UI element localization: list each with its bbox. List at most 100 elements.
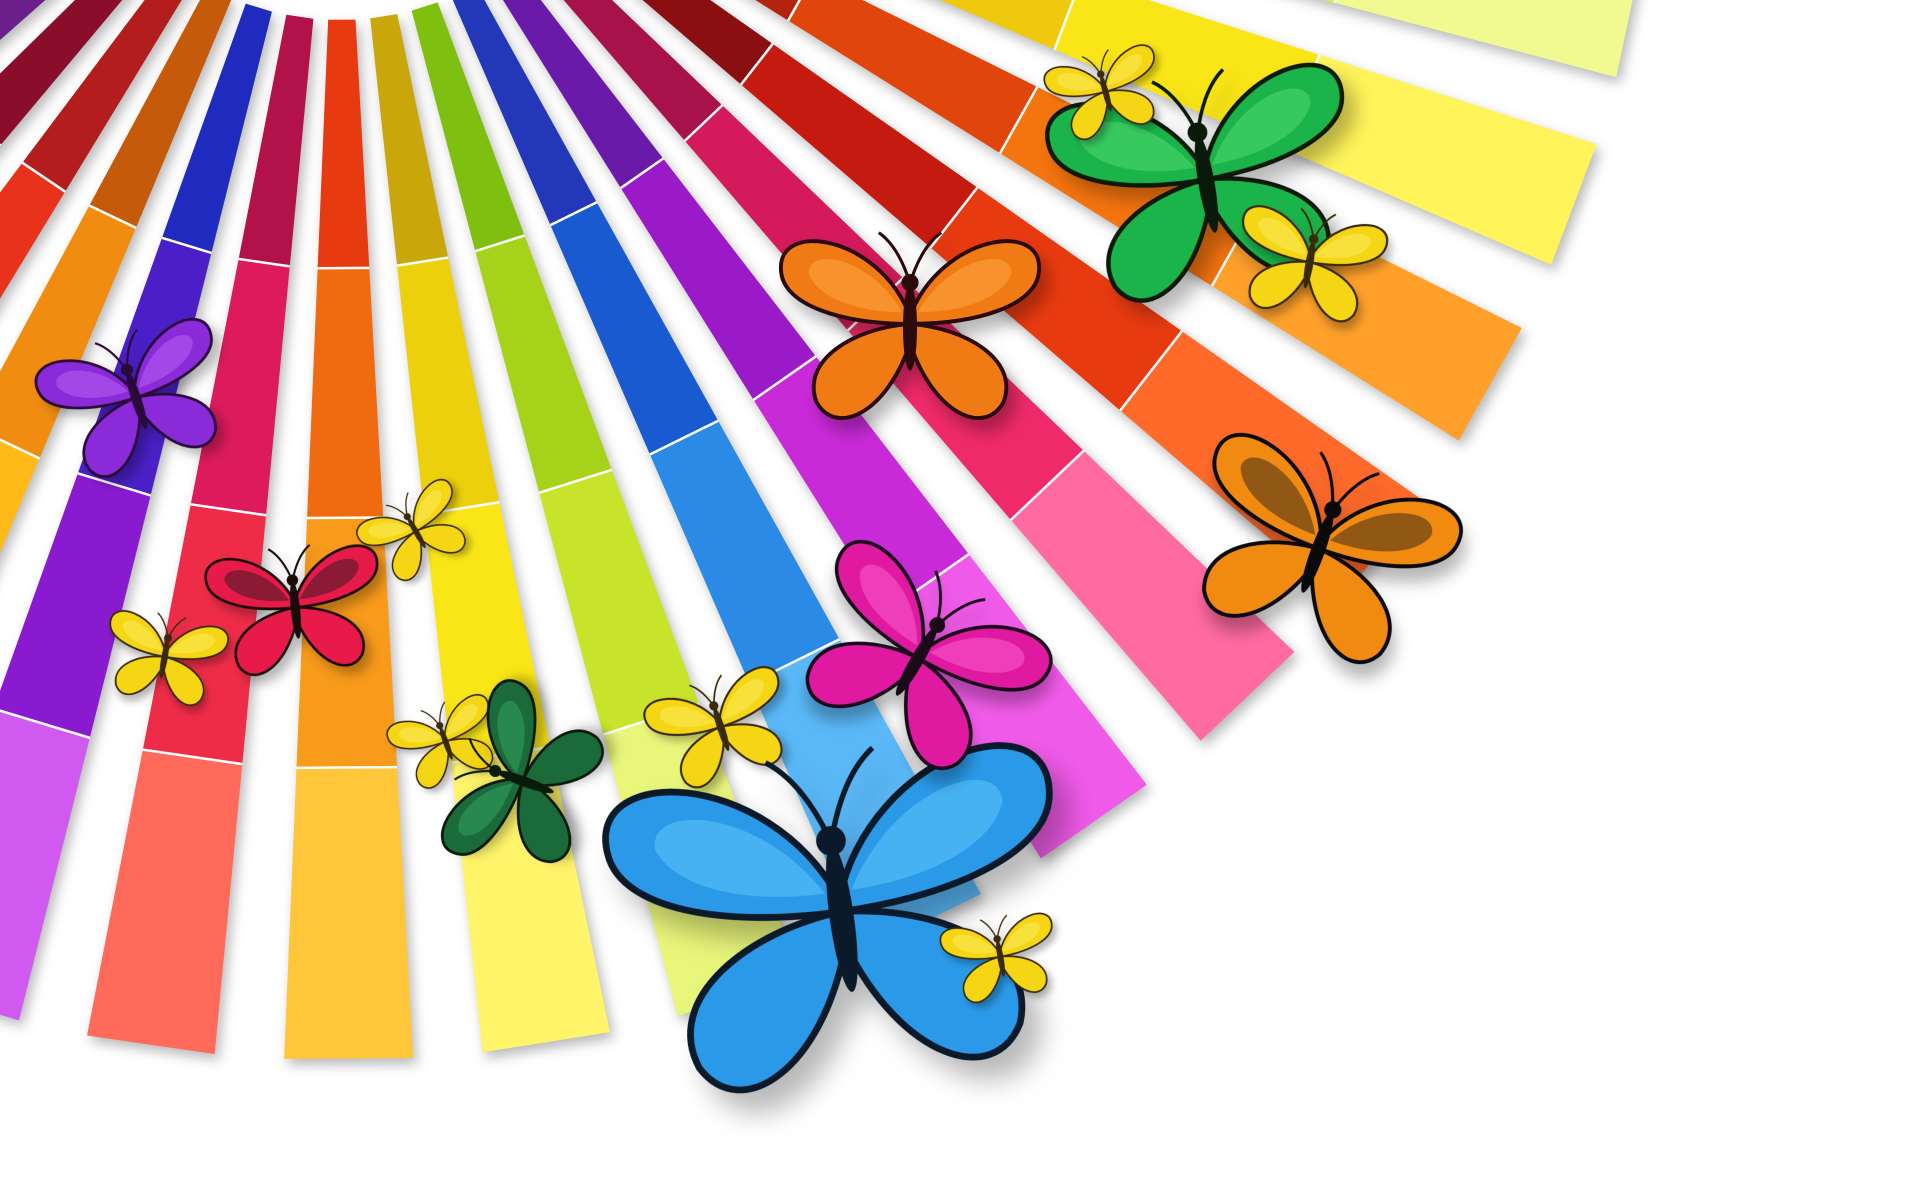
swatch-block xyxy=(317,19,370,270)
swatch-block xyxy=(1285,55,1597,265)
butterfly-wing xyxy=(1306,260,1359,323)
butterfly-red-small xyxy=(204,544,379,677)
butterfly-antenna xyxy=(1081,56,1100,73)
butterfly-wing xyxy=(1201,62,1345,183)
butterfly-yellow-4 xyxy=(643,666,783,789)
butterfly-head xyxy=(1308,234,1319,245)
butterfly-head xyxy=(709,701,719,711)
butterfly-wing xyxy=(109,610,167,658)
swatch-block xyxy=(502,0,664,190)
butterfly-purple xyxy=(34,317,217,478)
swatch-divider xyxy=(474,234,526,255)
butterfly-antenna xyxy=(1335,472,1380,506)
butterfly-wing xyxy=(1107,54,1143,86)
swatch-block xyxy=(0,711,90,1021)
swatch-block xyxy=(306,269,384,520)
butterfly-yellow-3 xyxy=(386,694,494,789)
swatch-block xyxy=(789,0,1039,154)
butterfly-wing xyxy=(1315,233,1371,259)
butterfly-wing xyxy=(1240,457,1316,536)
butterfly-wing xyxy=(1212,433,1324,552)
butterfly-wing xyxy=(368,522,411,538)
swatch-block xyxy=(940,0,1075,51)
swatch-block xyxy=(452,0,598,227)
butterfly-antenna xyxy=(713,674,723,703)
swatch-block xyxy=(550,203,719,456)
butterfly-antenna xyxy=(934,570,942,620)
butterfly-antenna xyxy=(405,492,409,515)
butterfly-wing xyxy=(1103,44,1155,93)
butterfly-antenna xyxy=(420,710,439,724)
swatch-block xyxy=(886,555,1147,859)
butterfly-wing xyxy=(293,544,379,610)
swatch-block xyxy=(87,750,243,1055)
swatch-block xyxy=(88,0,232,229)
butterfly-antenna xyxy=(453,769,491,781)
butterfly-antenna xyxy=(125,328,138,366)
butterfly-wing xyxy=(520,729,604,788)
butterfly-wing xyxy=(132,317,213,400)
butterfly-head xyxy=(1187,122,1208,143)
butterfly-wing xyxy=(834,539,925,661)
butterfly-body xyxy=(159,639,170,679)
butterfly-wing xyxy=(779,239,912,326)
swatch-block xyxy=(190,260,290,517)
butterfly-wing xyxy=(1316,497,1463,569)
swatch-strip xyxy=(502,0,1147,859)
butterfly-antenna xyxy=(1197,68,1225,126)
butterfly-wing xyxy=(458,783,513,836)
swatch-block xyxy=(397,258,500,516)
swatch-divider xyxy=(1053,0,1078,51)
butterfly-wing xyxy=(1043,65,1107,98)
butterfly-antenna xyxy=(764,760,828,832)
butterfly-antenna xyxy=(292,544,311,577)
swatch-block xyxy=(411,2,525,253)
swatch-block xyxy=(475,236,613,495)
butterfly-wing xyxy=(851,779,1003,890)
butterfly-antenna xyxy=(830,745,875,831)
swatch-block xyxy=(1324,0,1337,4)
butterfly-antenna xyxy=(941,598,986,623)
swatch-block xyxy=(284,768,414,1059)
butterfly-antenna xyxy=(689,684,713,704)
butterfly-wing xyxy=(34,359,138,410)
butterfly-wing xyxy=(687,907,850,1094)
butterfly-wing xyxy=(808,259,903,313)
butterfly-yellow-6 xyxy=(1043,44,1155,141)
butterfly-head xyxy=(901,273,919,292)
butterfly-wing xyxy=(486,679,537,783)
butterfly-wing xyxy=(904,655,973,771)
butterfly-wing xyxy=(602,788,845,921)
butterfly-antenna xyxy=(1319,451,1335,504)
butterfly-wing xyxy=(412,478,453,533)
butterfly-yellow-1 xyxy=(356,478,466,581)
butterfly-antenna xyxy=(468,737,493,769)
butterfly-wing xyxy=(643,697,722,736)
butterfly-wing xyxy=(293,606,365,667)
swatch-strip xyxy=(0,0,123,146)
butterfly-wing xyxy=(679,725,725,789)
swatch-block xyxy=(0,206,136,460)
butterfly-antenna xyxy=(910,231,943,277)
swatch-block xyxy=(741,44,979,249)
butterfly-wing xyxy=(1308,224,1389,267)
butterfly-wing xyxy=(415,740,450,789)
butterfly-wing xyxy=(399,726,441,743)
butterfly-wing xyxy=(1080,121,1195,172)
swatch-strip xyxy=(1324,0,1633,78)
butterfly-head xyxy=(816,825,846,856)
butterfly-wing xyxy=(722,679,765,720)
butterfly-head xyxy=(403,513,411,521)
swatch-block xyxy=(563,0,724,142)
butterfly-wing xyxy=(719,723,783,766)
butterfly-wing xyxy=(1258,217,1307,255)
butterfly-wing xyxy=(414,524,466,554)
butterfly-wing xyxy=(1241,205,1312,264)
butterfly-yellow-7 xyxy=(1241,205,1389,323)
swatch-strip xyxy=(0,0,232,553)
butterfly-blue-morpho xyxy=(602,742,1053,1094)
butterfly-body xyxy=(1100,75,1112,112)
butterfly-antenna xyxy=(877,231,910,277)
butterfly-head xyxy=(436,722,444,730)
butterfly-wing xyxy=(440,777,525,856)
